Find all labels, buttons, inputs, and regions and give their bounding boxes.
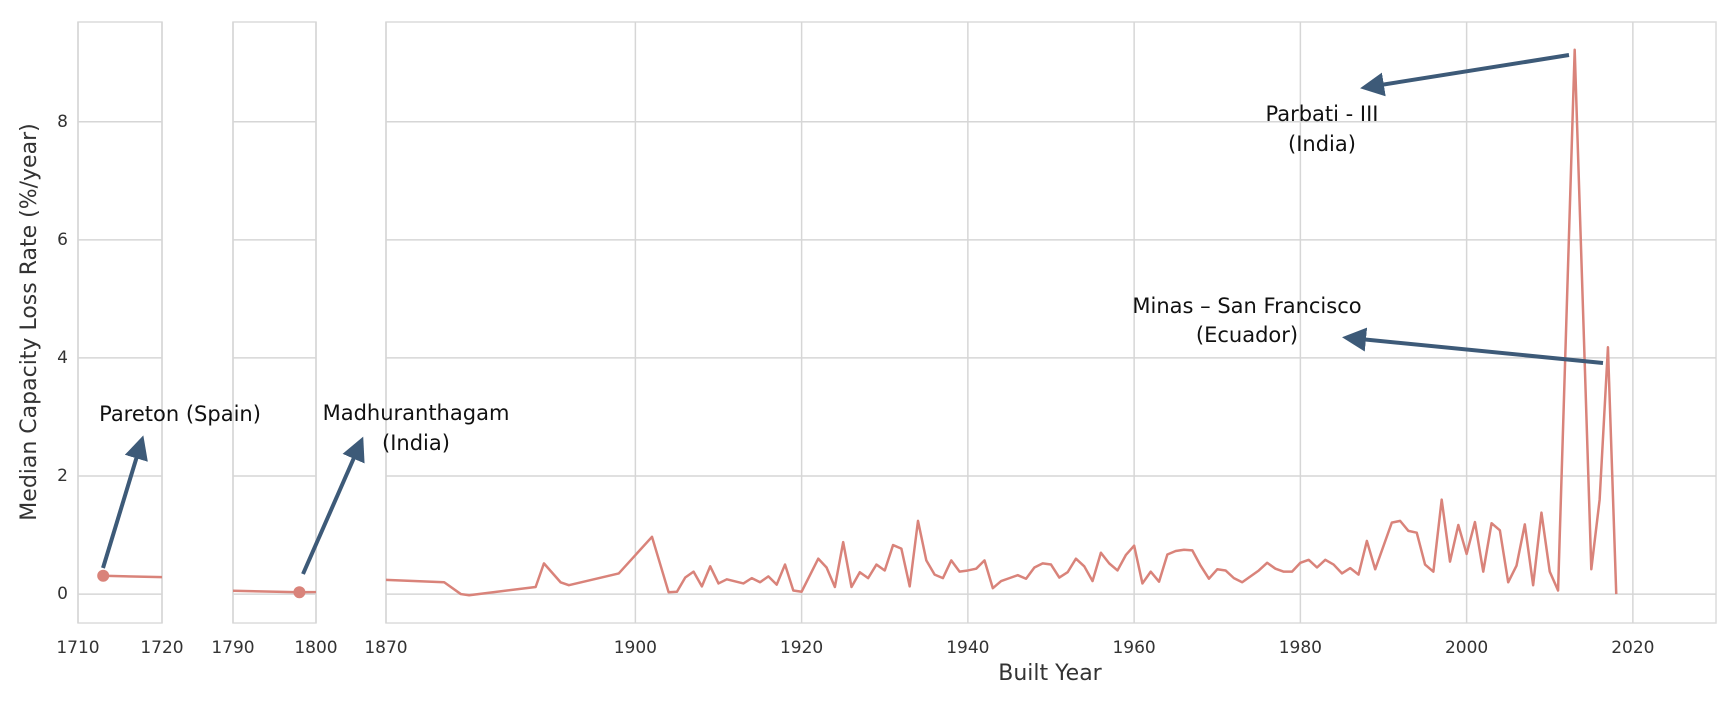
x-tick-label: 1710 [56, 638, 99, 658]
annotation-text: Pareton (Spain) [99, 402, 261, 426]
x-tick-label: 1920 [780, 638, 823, 658]
y-axis-label: Median Capacity Loss Rate (%/year) [17, 123, 42, 520]
series-line [103, 574, 162, 579]
annotation-text: Madhuranthagam [323, 401, 510, 425]
y-tick-label: 8 [57, 112, 68, 132]
y-tick-label: 6 [57, 230, 68, 250]
x-tick-label: 1980 [1279, 638, 1322, 658]
annotated-point [97, 569, 110, 582]
annotation-text: (Ecuador) [1196, 323, 1298, 347]
annotation-arrow [1342, 327, 1604, 365]
y-tick-label: 4 [57, 348, 68, 368]
y-tick-label: 0 [57, 584, 68, 604]
panel-frame [385, 21, 1717, 624]
x-tick-label: 1720 [140, 638, 183, 658]
y-tick-label: 2 [57, 466, 68, 486]
annotation-text: (India) [382, 431, 450, 455]
x-tick-label: 2020 [1611, 638, 1654, 658]
annotation-text: (India) [1288, 132, 1356, 156]
annotation-arrow [301, 436, 365, 575]
x-tick-label: 1900 [614, 638, 657, 658]
x-tick-label: 1960 [1112, 638, 1155, 658]
x-tick-label: 1800 [294, 638, 337, 658]
x-tick-label: 2000 [1445, 638, 1488, 658]
x-tick-label: 1870 [364, 638, 407, 658]
panel-frame [77, 21, 163, 624]
x-tick-label: 1790 [211, 638, 254, 658]
series-line [386, 48, 1618, 597]
annotation-arrow [101, 435, 148, 569]
panel-frame [232, 21, 317, 624]
x-axis-label: Built Year [998, 661, 1102, 686]
annotated-point [293, 586, 306, 599]
annotation-text: Minas – San Francisco [1132, 294, 1361, 318]
annotation-arrow [1360, 53, 1570, 97]
x-tick-label: 1940 [946, 638, 989, 658]
annotation-text: Parbati - III [1266, 102, 1379, 126]
